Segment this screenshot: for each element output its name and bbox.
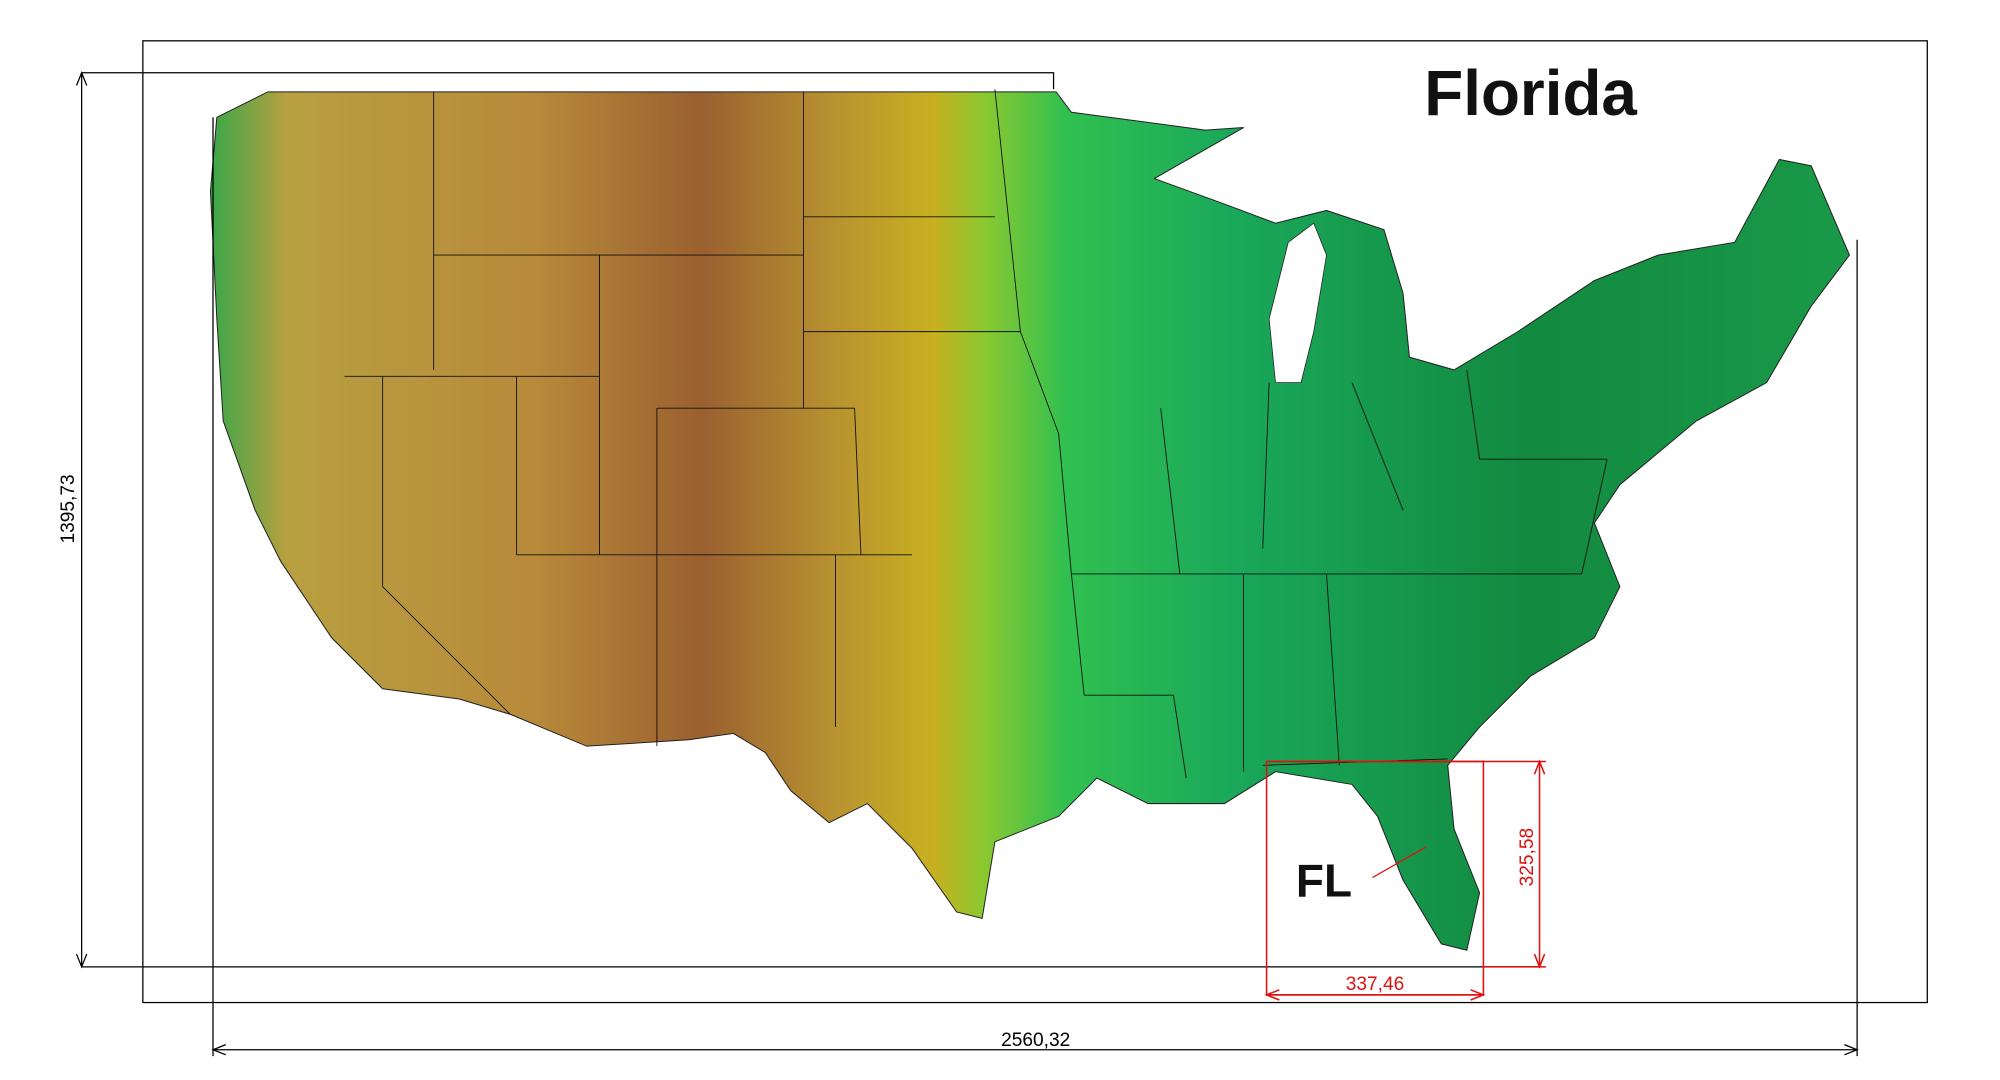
height-dimension: 1395,73	[58, 474, 79, 543]
frame-line	[81, 72, 1055, 90]
florida-box	[1264, 759, 1546, 1001]
title: Florida	[1424, 57, 1637, 129]
florida-width: 337,46	[1346, 974, 1405, 995]
width-dimension: 2560,32	[1001, 1030, 1070, 1051]
us-map	[209, 91, 1851, 951]
map-layer: 1395,73 2560,32 337,46 325,58 FL Florida	[58, 40, 1928, 1057]
outer-frame	[142, 40, 1928, 1004]
florida-height: 325,58	[1517, 828, 1538, 887]
leader-line	[1372, 846, 1427, 879]
state-label: FL	[1296, 855, 1352, 907]
dimension-lines	[75, 70, 1859, 1057]
lake-michigan	[1268, 222, 1327, 384]
